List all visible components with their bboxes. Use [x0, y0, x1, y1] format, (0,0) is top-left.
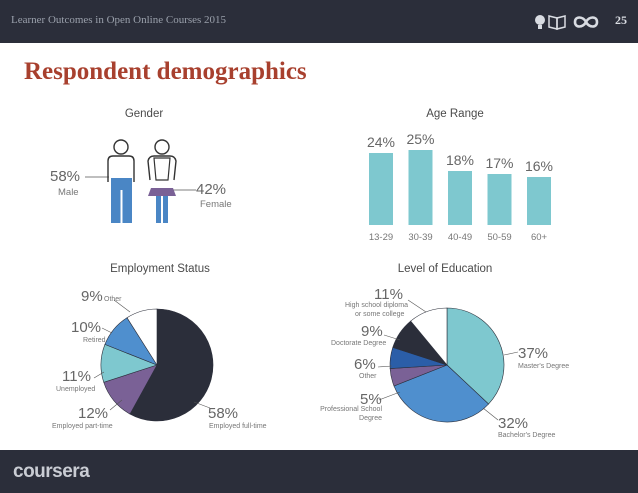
age-bar-label: 24% [367, 134, 395, 150]
header-bar: Learner Outcomes in Open Online Courses … [0, 0, 638, 43]
education-label-pct: 6% [354, 356, 376, 373]
age-bar-50-59 [487, 174, 512, 225]
education-label-name: High school diploma [345, 302, 408, 309]
footer-bar: coursera [0, 450, 638, 493]
employment-label-pct: 10% [71, 319, 101, 336]
education-label-name: Master's Degree [518, 363, 569, 370]
employment-heading: Employment Status [110, 263, 210, 275]
education-label-name: Other [359, 373, 377, 380]
age-bar-label: 25% [406, 131, 434, 147]
book-icon [548, 15, 566, 30]
age-bar-chart: 24% 13-29 25% 30-39 18% 40-49 17% 50-59 16% 60+ [367, 131, 553, 243]
education-label-name: Professional School [320, 406, 382, 413]
education-heading: Level of Education [397, 263, 493, 275]
employment-label-pct: 11% [62, 368, 91, 385]
female-label: Female [200, 199, 232, 210]
gender-heading: Gender [124, 108, 164, 120]
male-figure-icon [107, 139, 135, 223]
education-label-name: Bachelor's Degree [498, 432, 555, 439]
age-tick-label: 60+ [531, 232, 548, 243]
age-heading: Age Range [426, 108, 484, 120]
leader-line [109, 399, 123, 411]
age-bar-label: 17% [485, 155, 513, 171]
lightbulb-icon [535, 15, 545, 29]
employment-label-name: Unemployed [56, 386, 95, 393]
age-bar-label: 18% [446, 152, 474, 168]
employment-label-name: Other [104, 296, 122, 303]
education-slice-5 [410, 307, 448, 366]
leader-line [113, 299, 131, 313]
age-bar-label: 16% [525, 158, 553, 174]
leader-line [482, 407, 499, 421]
leader-line [383, 334, 401, 341]
female-figure-icon [147, 139, 177, 223]
education-label-name: Doctorate Degree [331, 340, 386, 347]
age-tick-label: 50-59 [487, 232, 511, 243]
leader-line [193, 401, 211, 409]
employment-label-pct: 12% [78, 405, 108, 422]
male-label: Male [58, 187, 79, 198]
leader-line [378, 391, 401, 401]
leader-line [407, 299, 427, 313]
leader-line [377, 365, 393, 368]
education-slice-0 [446, 307, 505, 405]
leader-line [93, 371, 105, 379]
leader-line [101, 327, 113, 334]
education-label-pct: 37% [518, 345, 548, 362]
age-bar-40-49 [448, 171, 472, 225]
employment-label-name: Retired [83, 337, 106, 344]
male-percent: 58% [50, 168, 81, 185]
employment-slice-0 [129, 308, 214, 422]
education-label-pct: 9% [361, 323, 383, 340]
employment-slice-4 [126, 308, 158, 367]
age-tick-label: 40-49 [448, 232, 472, 243]
employment-label-pct: 58% [208, 405, 238, 422]
leader-line [503, 351, 519, 356]
employment-label-pct: 9% [81, 288, 103, 305]
education-slice-1 [393, 364, 489, 423]
employment-label-name: Employed full-time [209, 423, 267, 430]
coursera-logo: coursera [13, 461, 90, 482]
female-percent: 42% [196, 181, 227, 198]
education-label-pct: 5% [360, 391, 382, 408]
age-bar-60+ [527, 177, 551, 225]
age-tick-label: 13-29 [369, 232, 393, 243]
education-label-name: Degree [359, 415, 382, 422]
infinity-icon [573, 16, 599, 28]
employment-label-name: Employed part-time [52, 423, 113, 430]
education-label-pct: 11% [374, 286, 403, 303]
age-bar-30-39 [408, 150, 433, 225]
education-label-name: or some college [355, 311, 405, 318]
age-tick-label: 30-39 [408, 232, 432, 243]
education-label-pct: 32% [498, 415, 528, 432]
age-bar-13-29 [369, 153, 393, 225]
header-subtitle: Learner Outcomes in Open Online Courses … [11, 14, 227, 26]
header-icons [535, 15, 599, 30]
page-title: Respondent demographics [24, 58, 307, 85]
page-number: 25 [615, 13, 627, 27]
